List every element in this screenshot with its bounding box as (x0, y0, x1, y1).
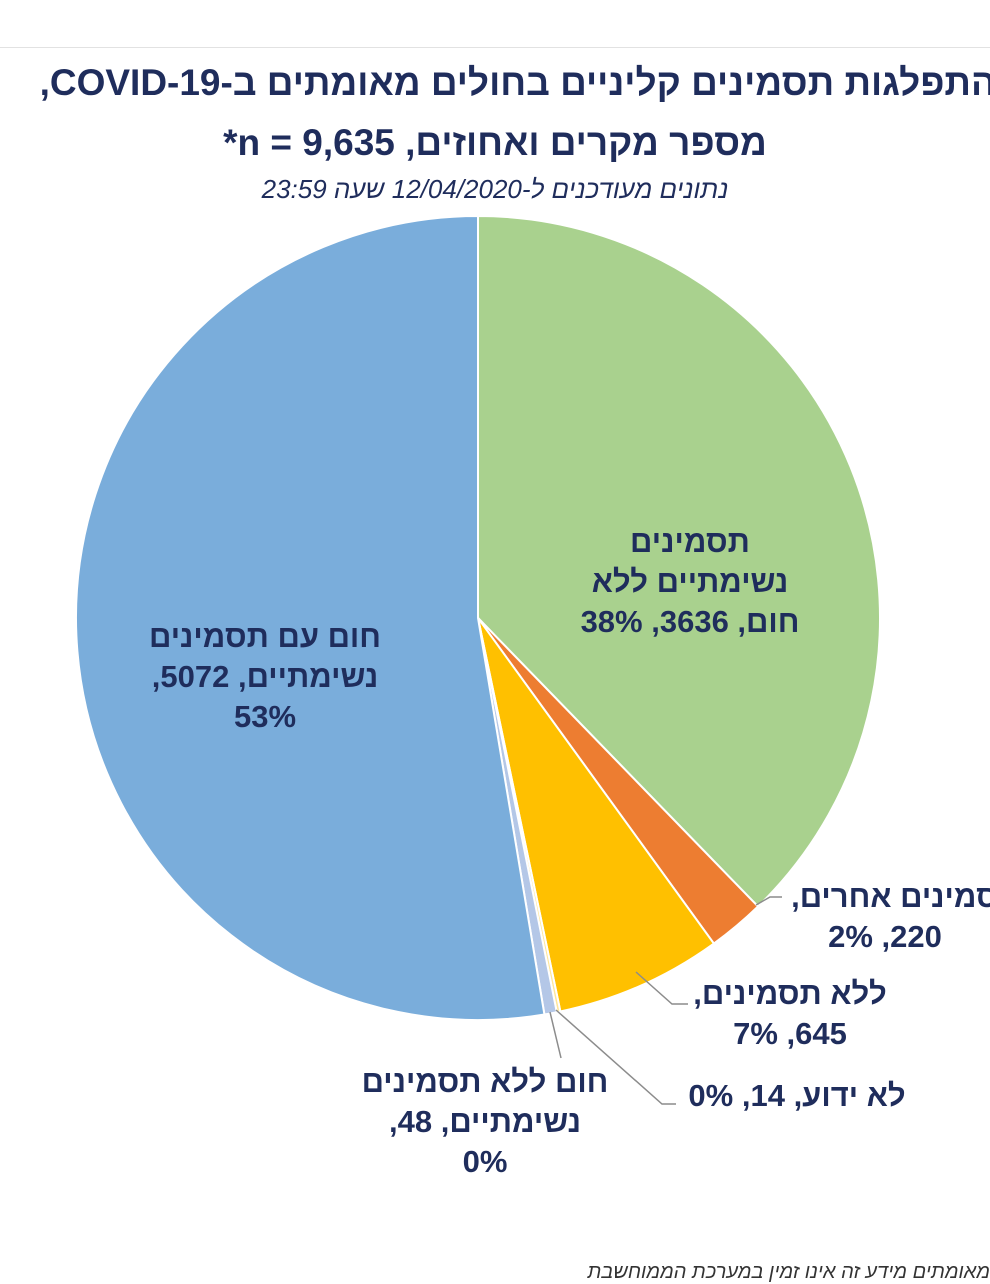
footnote: מאומתים מידע זה אינו זמין במערכת הממוחשב… (587, 1261, 990, 1283)
label-fever-no-respiratory: חום ללא תסמינים נשימתיים, 48, 0% (361, 1064, 609, 1179)
chart-subtitle: מספר מקרים ואחוזים, n = 9,635* (223, 122, 767, 163)
leader-fever-no-respiratory (549, 1011, 562, 1059)
pie-slice-no-symptoms (477, 617, 716, 1013)
label-other-symptoms: תסמינים אחרים, 220, 2% (791, 879, 990, 954)
label-unknown: לא ידוע, 14, 0% (688, 1078, 906, 1113)
leader-unknown (555, 1009, 676, 1105)
update-timestamp: נתונים מעודכנים ל-12/04/2020 שעה 23:59 (261, 174, 729, 204)
label-respiratory-no-fever: תסמינים נשימתיים ללא חום, 3636, 38% (580, 524, 800, 639)
label-fever-with-respiratory: חום עם תסמינים נשימתיים, 5072, 53% (149, 619, 381, 734)
pie-slice-fever-with-respiratory (75, 214, 546, 1021)
label-no-symptoms: ללא תסמינים, 645, 7% (693, 976, 887, 1051)
top-divider (0, 47, 990, 48)
leader-no-symptoms (635, 971, 688, 1005)
leader-other-symptoms (755, 896, 782, 906)
pie-slice-respiratory-no-fever (477, 214, 881, 908)
chart-title: התפלגות תסמינים קליניים בחולים מאומתים ב… (39, 62, 990, 103)
